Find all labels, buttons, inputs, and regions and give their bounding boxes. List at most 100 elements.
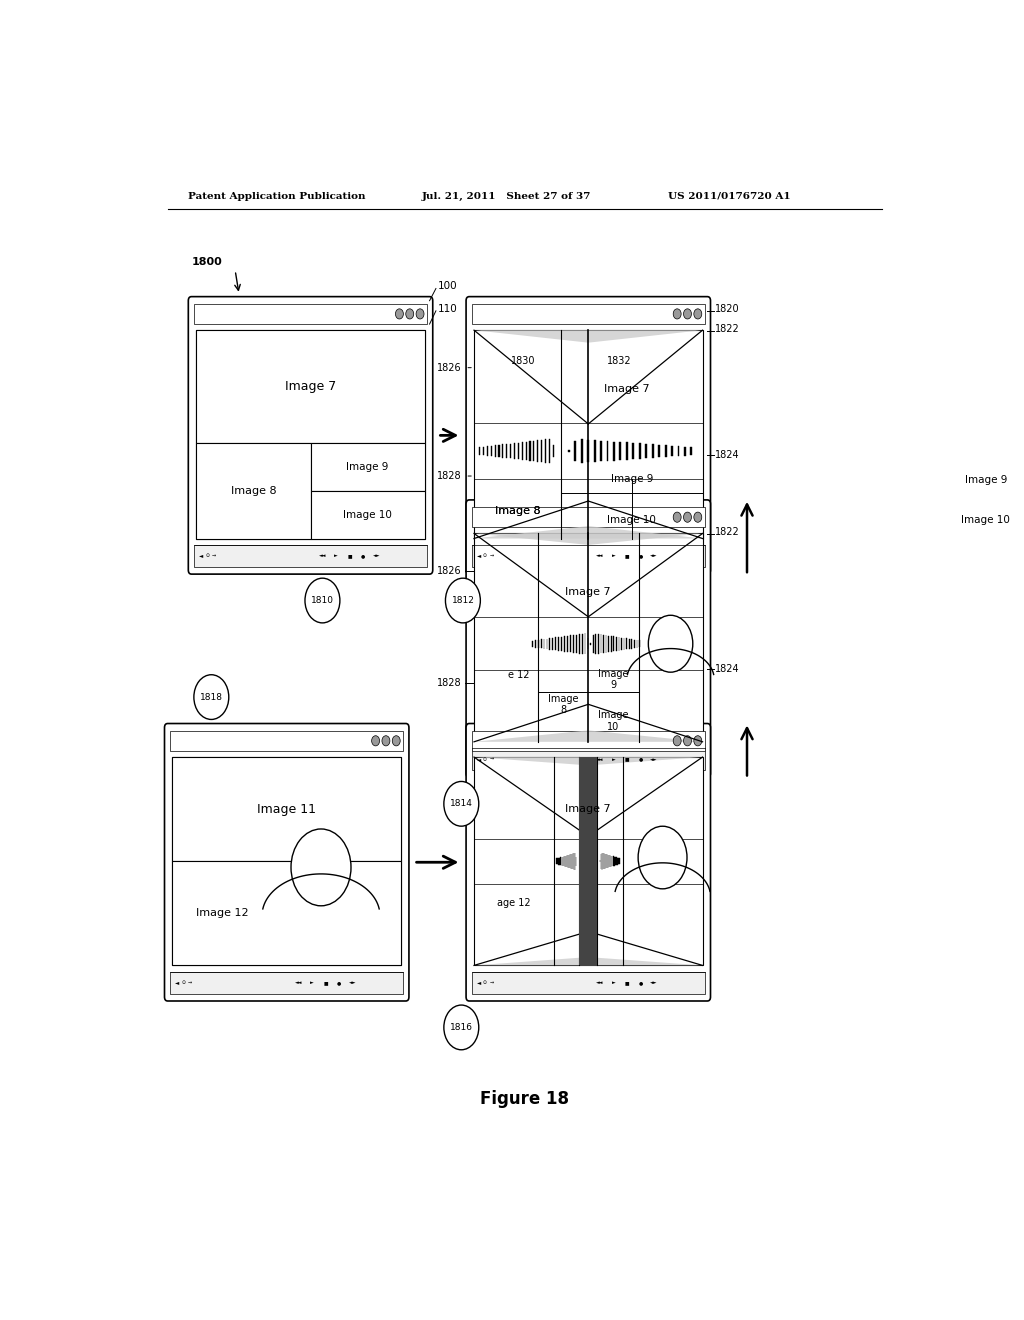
Text: 1828: 1828 (436, 471, 461, 480)
Bar (594, 440, 596, 462)
Bar (486, 446, 488, 455)
Text: Image 9: Image 9 (346, 462, 389, 471)
Polygon shape (474, 330, 702, 343)
Text: ●: ● (337, 981, 341, 985)
Bar (581, 440, 583, 463)
Text: e 12: e 12 (508, 671, 529, 680)
Polygon shape (474, 730, 702, 742)
Text: Image
8: Image 8 (548, 693, 579, 715)
Bar (170, 972, 403, 994)
Bar (671, 446, 673, 457)
Text: ◄◄: ◄◄ (596, 756, 604, 762)
Bar (474, 533, 702, 742)
Polygon shape (474, 957, 702, 965)
Polygon shape (474, 527, 702, 539)
Text: 1824: 1824 (715, 450, 740, 461)
Circle shape (382, 735, 390, 746)
Text: 1828: 1828 (436, 678, 461, 689)
Circle shape (694, 309, 701, 319)
FancyBboxPatch shape (466, 500, 711, 777)
Text: 100: 100 (437, 281, 457, 292)
Bar (633, 444, 634, 459)
Bar (483, 446, 484, 455)
Text: ●: ● (639, 981, 643, 985)
Text: 1826: 1826 (436, 363, 461, 372)
Bar (197, 330, 425, 539)
Bar (525, 442, 526, 461)
Bar (600, 441, 602, 462)
Text: →: → (489, 981, 494, 985)
Text: Image 11: Image 11 (257, 803, 316, 816)
Bar (172, 758, 401, 861)
Bar (574, 441, 577, 461)
FancyBboxPatch shape (472, 304, 705, 325)
Bar (606, 441, 608, 461)
Circle shape (443, 781, 479, 826)
Bar (510, 444, 511, 458)
FancyBboxPatch shape (466, 297, 711, 574)
Text: ⊙: ⊙ (181, 981, 185, 985)
Text: 1822: 1822 (715, 325, 740, 334)
Bar (545, 440, 546, 462)
Bar (626, 442, 628, 459)
Bar (503, 445, 504, 458)
Bar (474, 758, 702, 965)
Text: Image 7: Image 7 (565, 587, 611, 597)
FancyBboxPatch shape (170, 731, 403, 751)
Text: Jul. 21, 2011   Sheet 27 of 37: Jul. 21, 2011 Sheet 27 of 37 (422, 191, 591, 201)
Polygon shape (474, 533, 702, 545)
Bar (472, 748, 705, 771)
Bar (587, 440, 589, 462)
Circle shape (194, 675, 228, 719)
Bar (495, 445, 496, 457)
Bar (194, 545, 427, 568)
Text: ◄◄: ◄◄ (318, 553, 327, 558)
Circle shape (684, 309, 691, 319)
Text: ►: ► (611, 756, 615, 762)
Bar (639, 444, 641, 459)
Text: 1832: 1832 (606, 356, 631, 367)
Circle shape (416, 309, 424, 319)
Text: 1830: 1830 (511, 356, 536, 367)
Text: Patent Application Publication: Patent Application Publication (187, 191, 365, 201)
Circle shape (305, 578, 340, 623)
Polygon shape (580, 758, 597, 965)
Bar (529, 441, 530, 461)
Text: ◄: ◄ (476, 756, 481, 762)
Bar (620, 442, 622, 461)
FancyBboxPatch shape (472, 731, 705, 751)
Text: ⊙: ⊙ (483, 553, 487, 558)
Bar (514, 444, 515, 459)
Bar (613, 441, 615, 461)
Text: 1818: 1818 (200, 693, 223, 702)
Text: 1812: 1812 (452, 597, 474, 605)
Text: ◄◄: ◄◄ (295, 981, 302, 985)
Text: Image 8: Image 8 (495, 507, 541, 516)
Text: →: → (212, 553, 216, 558)
Text: ◄◄: ◄◄ (596, 981, 604, 985)
Circle shape (694, 735, 701, 746)
Text: ⊙: ⊙ (205, 553, 210, 558)
Bar (518, 442, 519, 459)
Circle shape (406, 309, 414, 319)
Text: ◄►: ◄► (373, 553, 380, 558)
Text: Image
9: Image 9 (598, 668, 629, 690)
Text: 1826: 1826 (436, 566, 461, 576)
Text: Image
10: Image 10 (598, 710, 629, 731)
Text: US 2011/0176720 A1: US 2011/0176720 A1 (668, 191, 791, 201)
Text: 1810: 1810 (311, 597, 334, 605)
Circle shape (443, 1005, 479, 1049)
Circle shape (673, 512, 681, 523)
Text: ⊙: ⊙ (483, 756, 487, 762)
Text: →: → (489, 756, 494, 762)
Text: age 12: age 12 (498, 898, 530, 908)
Text: Image 7: Image 7 (604, 384, 650, 393)
Bar (658, 445, 660, 457)
Text: ►: ► (310, 981, 314, 985)
Text: ●: ● (639, 756, 643, 762)
Bar (472, 972, 705, 994)
Bar (541, 440, 542, 462)
Text: Image 7: Image 7 (285, 380, 336, 393)
Bar (521, 442, 523, 459)
Text: ►: ► (611, 553, 615, 558)
